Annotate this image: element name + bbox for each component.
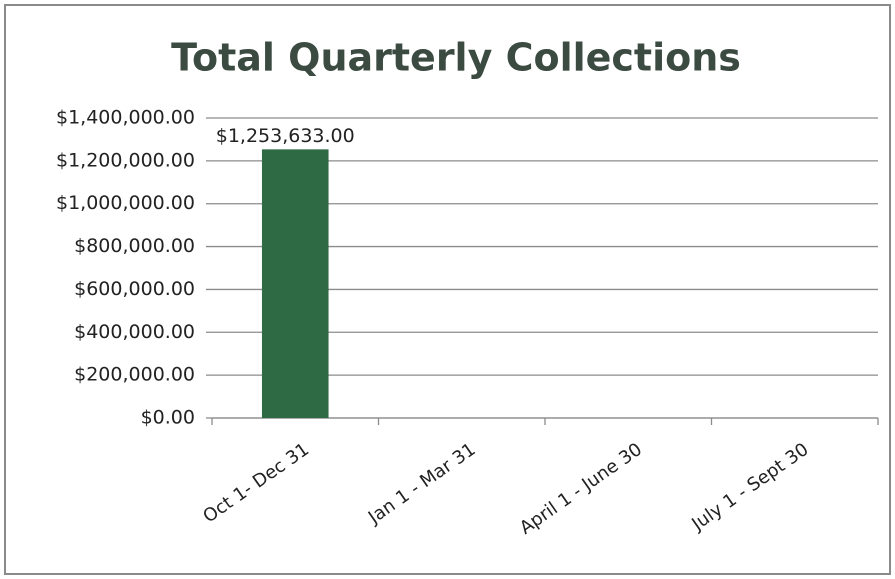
y-tick-label: $400,000.00 (74, 321, 195, 343)
y-tick-label: $200,000.00 (74, 364, 195, 386)
chart-title: Total Quarterly Collections (171, 36, 741, 80)
y-tick-label: $1,200,000.00 (56, 149, 195, 171)
bar (261, 149, 329, 418)
y-tick-label: $0.00 (141, 407, 195, 429)
y-tick-label: $1,000,000.00 (56, 192, 195, 214)
value-label: $1,253,633.00 (216, 125, 355, 147)
y-tick-label: $800,000.00 (74, 235, 195, 257)
y-tick-label: $1,400,000.00 (56, 107, 195, 129)
y-tick-label: $600,000.00 (74, 278, 195, 300)
